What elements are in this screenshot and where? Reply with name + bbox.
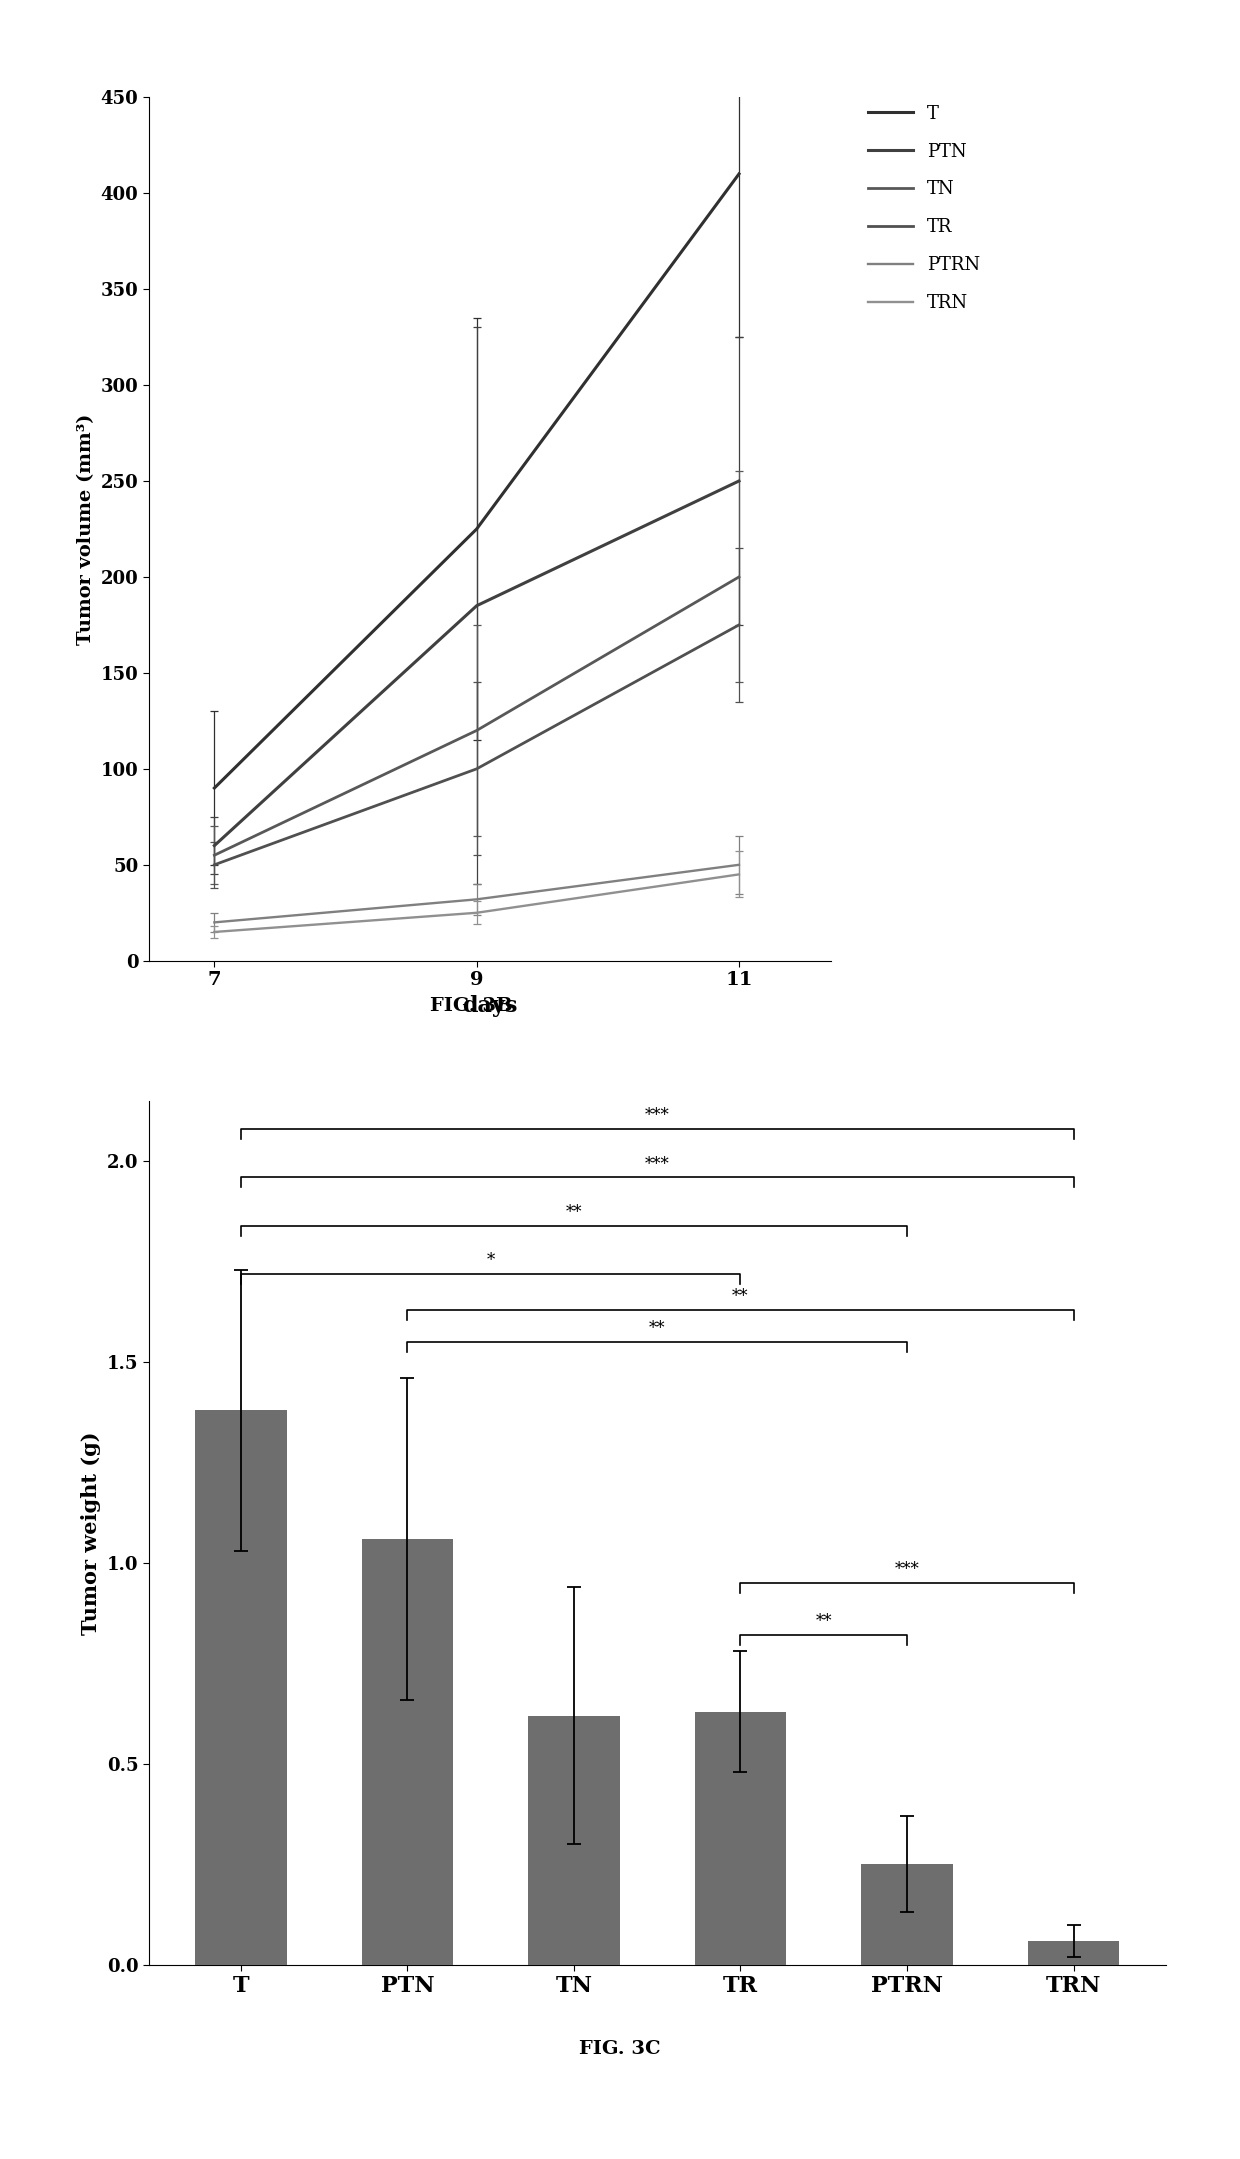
- Legend: T, PTN, TN, TR, PTRN, TRN: T, PTN, TN, TR, PTRN, TRN: [861, 97, 987, 320]
- X-axis label: days: days: [463, 995, 517, 1017]
- Text: **: **: [816, 1613, 832, 1630]
- Bar: [694, 1712, 786, 1965]
- Text: ***: ***: [645, 1108, 670, 1125]
- Bar: [528, 1716, 620, 1965]
- Y-axis label: Tumor weight (g): Tumor weight (g): [81, 1431, 102, 1634]
- Bar: [862, 1863, 952, 1965]
- Y-axis label: Tumor volume (mm³): Tumor volume (mm³): [77, 412, 95, 646]
- Bar: [1028, 1941, 1120, 1965]
- Text: **: **: [733, 1289, 749, 1306]
- Text: **: **: [649, 1321, 666, 1336]
- Bar: [362, 1539, 453, 1965]
- Text: ***: ***: [645, 1155, 670, 1172]
- Bar: [195, 1410, 286, 1965]
- Text: **: **: [565, 1205, 582, 1220]
- Text: *: *: [486, 1252, 495, 1269]
- Text: ***: ***: [894, 1561, 919, 1578]
- Text: FIG. 3B: FIG. 3B: [430, 997, 512, 1015]
- Text: FIG. 3C: FIG. 3C: [579, 2040, 661, 2058]
